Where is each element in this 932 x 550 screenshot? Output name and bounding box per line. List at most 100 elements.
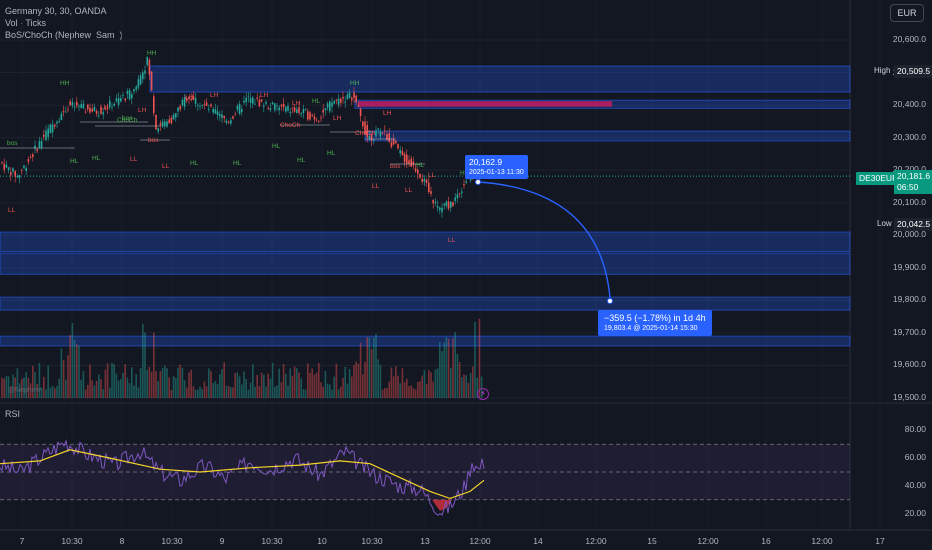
volume-bar	[172, 376, 175, 398]
swing-label: LL	[162, 163, 170, 170]
rsi-legend[interactable]: RSI	[5, 409, 21, 419]
volume-bar	[197, 389, 199, 398]
volume-bar	[480, 376, 483, 398]
volume-bar	[34, 372, 36, 398]
volume-bar	[467, 382, 470, 398]
candle-body	[340, 98, 342, 103]
volume-bar	[472, 366, 474, 398]
indicator-legend[interactable]: BoS/ChoCh (Nephew_Sam_)	[5, 30, 123, 40]
volume-bar	[98, 374, 100, 398]
candle-body	[234, 114, 236, 116]
candle-body	[43, 134, 45, 137]
candle-body	[82, 103, 85, 109]
volume-bar	[65, 379, 67, 398]
volume-bar	[54, 388, 56, 398]
symbol-legend[interactable]: Germany 30, 30, OANDA	[5, 6, 107, 16]
lightning-icon[interactable]: ⚡	[477, 388, 489, 400]
volume-bar	[302, 389, 305, 398]
volume-bar	[1, 377, 3, 398]
volume-bar	[38, 363, 41, 398]
volume-bar	[241, 384, 243, 398]
time-axis-label: 12:00	[469, 536, 491, 546]
candle-body	[56, 121, 58, 124]
candle-body	[146, 56, 148, 65]
candle-body	[351, 97, 353, 101]
volume-bar	[434, 369, 437, 398]
volume-bar	[293, 366, 296, 398]
volume-bar	[89, 364, 91, 398]
candle-body	[395, 141, 397, 144]
volume-bar	[311, 368, 313, 398]
volume-bar	[157, 381, 159, 398]
candle-body	[375, 130, 377, 137]
candle-body	[353, 92, 355, 99]
candle-body	[106, 107, 109, 109]
candle-body	[230, 120, 232, 124]
candle-body	[192, 96, 195, 100]
swing-label: ChoCh	[355, 130, 376, 137]
candle-body	[115, 98, 118, 102]
volume-bar	[245, 378, 247, 398]
volume-bar	[304, 389, 307, 398]
candle-body	[447, 201, 450, 209]
candle-body	[80, 104, 82, 109]
volume-bar	[368, 337, 371, 398]
candle-body	[23, 165, 25, 168]
liquidity-zone	[149, 65, 851, 93]
volume-bar	[414, 389, 417, 398]
time-axis-label: 14	[533, 536, 543, 546]
projection-callout[interactable]: −359.5 (−1.78%) in 1d 4h 19,803.4 @ 2025…	[598, 310, 712, 336]
candle-body	[190, 98, 192, 101]
candle-body	[100, 107, 102, 114]
volume-bar	[397, 375, 399, 398]
candle-body	[179, 106, 181, 110]
candle-body	[148, 59, 151, 75]
volume-bar	[25, 371, 27, 398]
volume-bar	[16, 368, 19, 398]
volume-bar	[412, 388, 415, 398]
candle-body	[370, 133, 373, 141]
candle-body	[223, 115, 225, 119]
volume-bar	[219, 374, 221, 398]
volume-bar	[203, 381, 206, 398]
candle-body	[91, 108, 93, 112]
volume-bar	[73, 339, 76, 398]
candle-body	[344, 101, 346, 103]
candle-body	[443, 203, 445, 206]
candle-body	[379, 131, 382, 137]
current-price-tag: 20,181.6 06:50	[894, 170, 932, 194]
price-point-callout[interactable]: 20,162.9 2025-01-13 11:30	[465, 155, 528, 179]
volume-bar	[102, 389, 104, 398]
candle-body	[274, 103, 276, 111]
price-scale-label: 19,900.0	[892, 261, 926, 272]
volume-bar	[307, 363, 309, 398]
candle-body	[159, 123, 162, 126]
candle-body	[221, 114, 223, 119]
swing-label: HL	[272, 143, 281, 150]
volume-bar	[106, 363, 109, 398]
volume-bar	[285, 373, 287, 398]
candle-body	[355, 95, 357, 103]
time-axis-label: 12:00	[585, 536, 607, 546]
candle-body	[58, 121, 60, 123]
projection-arc	[477, 181, 611, 299]
candle-body	[243, 100, 245, 103]
volume-bar	[392, 376, 395, 398]
swing-label: bos	[390, 163, 401, 170]
candle-body	[287, 105, 289, 111]
candle-body	[194, 97, 197, 104]
volume-bar	[454, 332, 456, 398]
volume-bar	[84, 389, 87, 398]
candle-body	[436, 206, 439, 208]
candle-body	[102, 112, 104, 115]
volume-bar	[135, 374, 137, 398]
currency-button[interactable]: EUR	[890, 4, 924, 22]
volume-bar	[258, 386, 261, 398]
candle-body	[258, 99, 261, 107]
volume-legend[interactable]: Vol · Ticks	[5, 18, 47, 28]
volume-bar	[216, 384, 219, 398]
candle-body	[289, 111, 291, 113]
volume-bar	[146, 369, 148, 398]
candle-body	[441, 207, 443, 213]
